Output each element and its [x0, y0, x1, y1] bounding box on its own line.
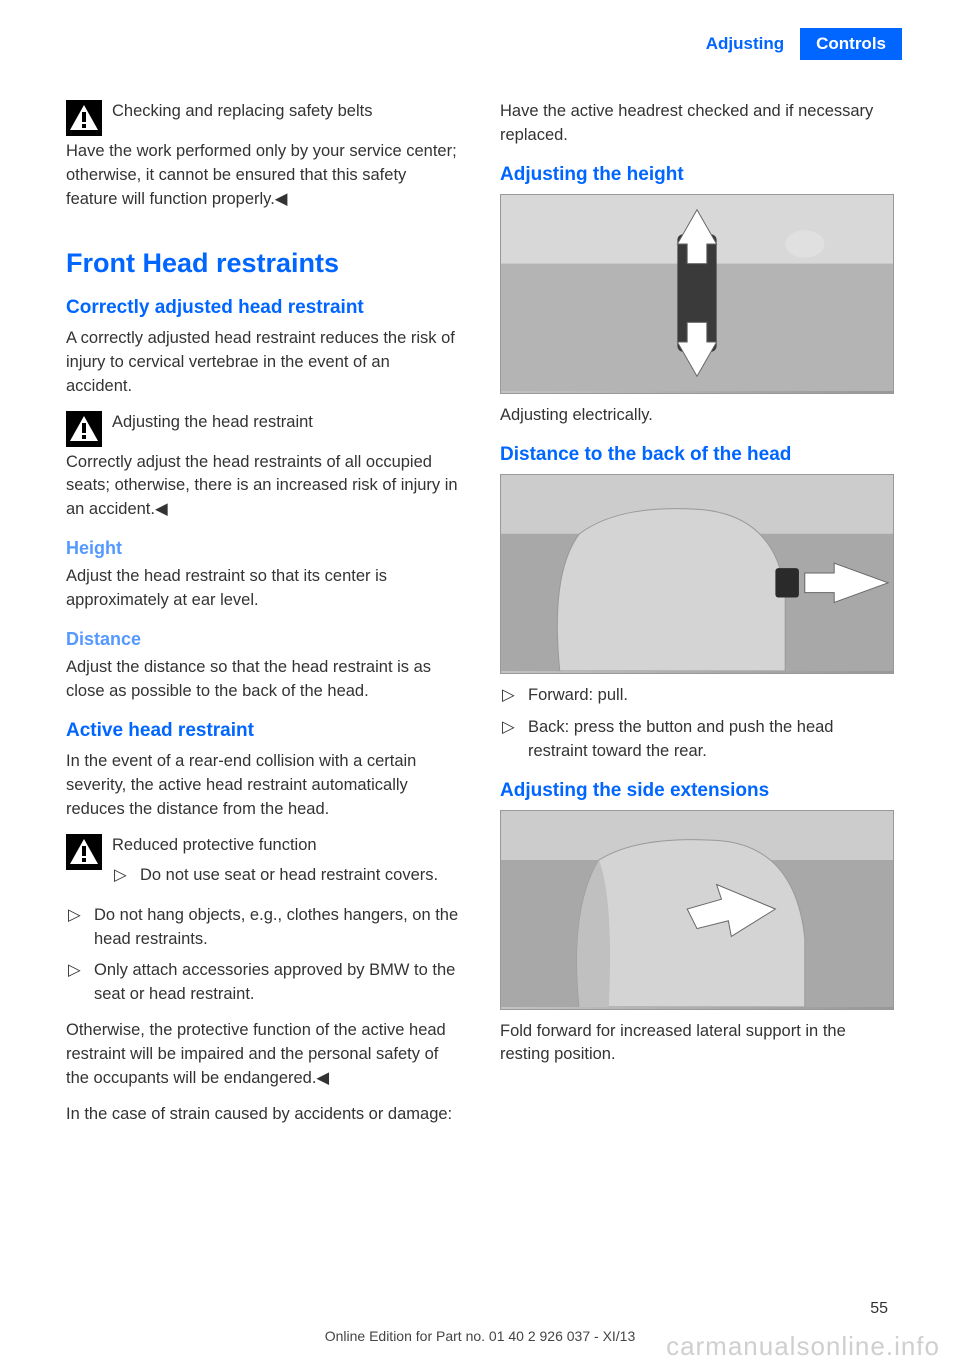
heading-correctly-adjusted: Correctly adjusted head restraint [66, 297, 460, 319]
para-height: Adjust the head restraint so that its ce… [66, 565, 460, 613]
warning-adjusting-restraint: Adjusting the head restraint [66, 411, 460, 447]
left-column: Checking and replacing safety belts Have… [66, 100, 460, 1139]
tab-adjusting: Adjusting [690, 28, 800, 60]
warning-icon [66, 411, 102, 447]
tab-controls: Controls [800, 28, 902, 60]
warning-text: Adjusting the head restraint [112, 411, 460, 435]
heading-height: Height [66, 538, 460, 559]
figure-illustration [501, 811, 893, 1007]
list-item: Forward: pull. [500, 684, 894, 708]
figure-illustration [501, 195, 893, 391]
heading-side-extensions: Adjusting the side extensions [500, 780, 894, 802]
warning-title: Adjusting the head restraint [112, 413, 313, 431]
warning-text: Checking and replacing safety belts [112, 100, 460, 124]
para-otherwise: Otherwise, the protective function of th… [66, 1019, 460, 1091]
warning-body: Correctly adjust the head restraints of … [66, 451, 460, 523]
heading-adjusting-height: Adjusting the height [500, 164, 894, 186]
list-item: Only attach accessories approved by BMW … [66, 959, 460, 1007]
figure-side-extensions [500, 810, 894, 1010]
para-adjust-electrically: Adjusting electrically. [500, 404, 894, 428]
heading-distance: Distance [66, 629, 460, 650]
figure-illustration [501, 475, 893, 671]
warning-icon [66, 100, 102, 136]
para-fold-forward: Fold forward for increased lateral suppo… [500, 1020, 894, 1068]
para-active-restraint: In the event of a rear-end collision wit… [66, 750, 460, 822]
footer-line: Online Edition for Part no. 01 40 2 926 … [0, 1328, 960, 1344]
heading-front-head-restraints: Front Head restraints [66, 248, 460, 279]
page-number: 55 [870, 1300, 888, 1318]
warning-title: Checking and replacing safety belts [112, 102, 373, 120]
right-column: Have the active headrest checked and if … [500, 100, 894, 1139]
warning-checking-belts: Checking and replacing safety belts [66, 100, 460, 136]
header-tabs: Adjusting Controls [690, 28, 902, 60]
heading-distance-back: Distance to the back of the head [500, 444, 894, 466]
warning-text: Reduced protective function Do not use s… [112, 834, 460, 900]
para-correctly-adjusted: A correctly adjusted head restraint redu… [66, 327, 460, 399]
warning-title: Reduced protective function [112, 834, 460, 858]
para-checked: Have the active headrest checked and if … [500, 100, 894, 148]
figure-distance-back [500, 474, 894, 674]
list-item: Do not hang objects, e.g., clothes hange… [66, 904, 460, 952]
list-item: Do not use seat or head restraint covers… [112, 864, 460, 888]
figure-adjust-height [500, 194, 894, 394]
heading-active-restraint: Active head restraint [66, 720, 460, 742]
para-strain: In the case of strain caused by accident… [66, 1103, 460, 1127]
para-distance: Adjust the distance so that the head res… [66, 656, 460, 704]
restriction-list: Do not hang objects, e.g., clothes hange… [66, 904, 460, 1008]
warning-reduced-function: Reduced protective function Do not use s… [66, 834, 460, 900]
list-item: Back: press the button and push the head… [500, 716, 894, 764]
warning-icon [66, 834, 102, 870]
page-content: Checking and replacing safety belts Have… [66, 100, 894, 1139]
distance-list: Forward: pull. Back: press the button an… [500, 684, 894, 764]
warning-body: Have the work performed only by your ser… [66, 140, 460, 212]
